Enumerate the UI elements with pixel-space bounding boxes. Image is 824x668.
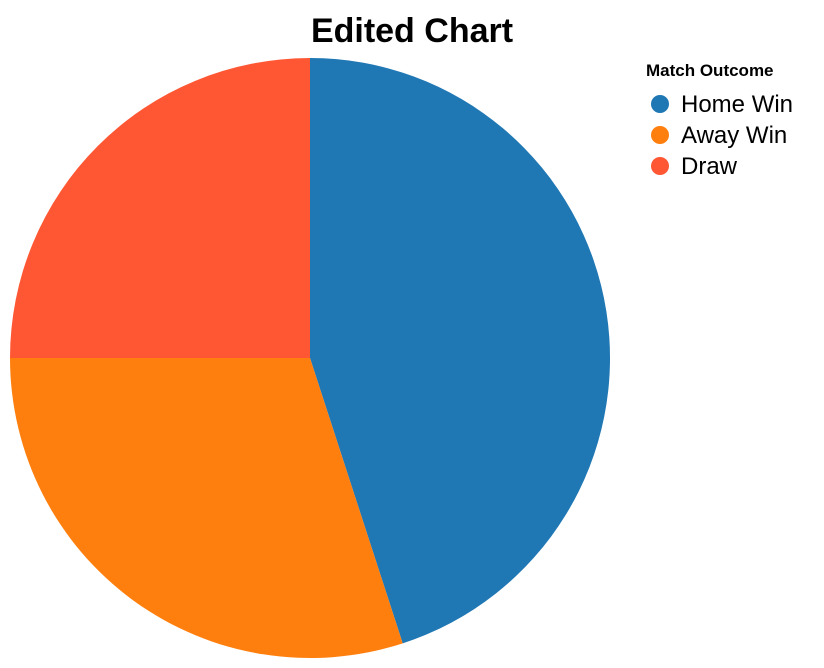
legend-label: Away Win	[681, 122, 787, 149]
legend-swatch	[651, 95, 669, 113]
legend: Match Outcome Home Win Away Win Draw	[646, 61, 793, 180]
legend-label: Home Win	[681, 91, 793, 118]
legend-title: Match Outcome	[646, 61, 774, 80]
legend-label: Draw	[681, 153, 738, 180]
pie-slice-home-win	[310, 58, 611, 644]
pie-slice-draw	[10, 58, 310, 358]
chart-title: Edited Chart	[311, 12, 513, 50]
legend-swatch	[651, 157, 669, 175]
pie-slice-away-win	[9, 358, 403, 659]
pie-slices	[9, 58, 611, 659]
legend-swatch	[651, 126, 669, 144]
